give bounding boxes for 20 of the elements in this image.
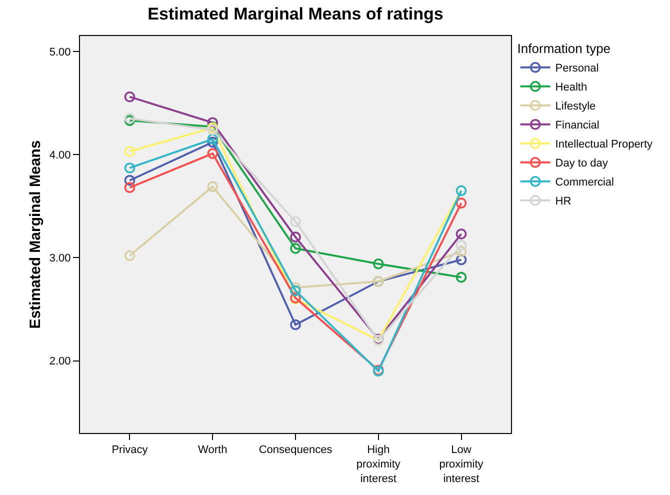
legend-label: Day to day [555, 158, 608, 170]
y-tick-label: 2.00 [49, 356, 71, 368]
x-tick-label: High proximity interest [356, 444, 401, 485]
legend-label: Personal [555, 62, 599, 75]
legend-label: HR [555, 196, 572, 208]
legend-label: Lifestyle [555, 100, 596, 113]
y-tick-label: 5.00 [49, 46, 71, 58]
x-tick-label: Privacy [112, 444, 148, 456]
y-axis-title: Estimated Marginal Means [27, 140, 44, 329]
y-tick-label: 4.00 [49, 149, 71, 162]
legend-label: Commercial [555, 176, 614, 189]
chart-title: Estimated Marginal Means of ratings [148, 4, 444, 24]
x-tick-label: Consequences [258, 444, 333, 456]
y-tick-label: 3.00 [49, 252, 71, 265]
legend-label: Financial [555, 120, 600, 132]
legend-label: Intellectual Property [555, 138, 654, 151]
x-tick-label: Worth [198, 444, 228, 456]
legend-label: Health [555, 82, 588, 94]
legend-title: Information type [517, 40, 611, 56]
x-tick-label: Low proximity interest [439, 444, 484, 485]
